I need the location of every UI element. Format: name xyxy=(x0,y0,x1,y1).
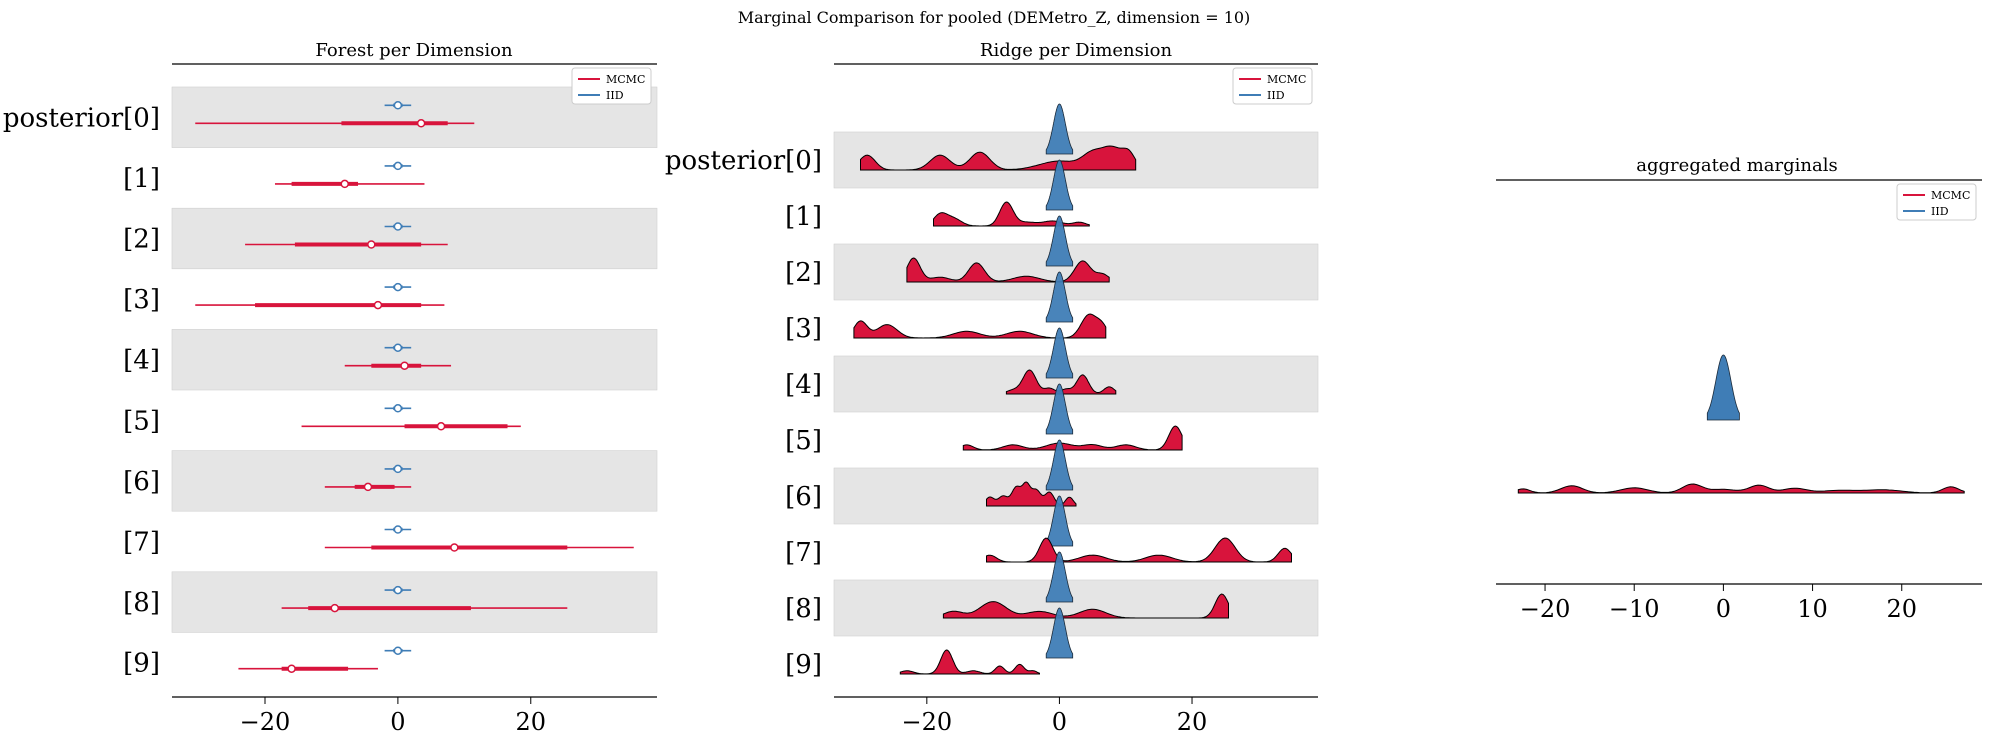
ridge-row-label: [7] xyxy=(785,538,822,568)
ridge-legend-label-iid: IID xyxy=(1267,89,1285,102)
forest-legend-label-iid: IID xyxy=(606,89,624,102)
ridge-row-band xyxy=(833,579,1319,637)
aggregated-x-tick-label: −10 xyxy=(1609,595,1660,623)
mcmc-mean-point xyxy=(450,543,459,552)
aggregated-legend-label-mcmc: MCMC xyxy=(1931,189,1970,202)
iid-ridge-density xyxy=(1045,495,1074,547)
mcmc-ridge-density xyxy=(942,593,1229,619)
iid-mean-point xyxy=(393,404,403,413)
mcmc-aggregated-density xyxy=(1517,483,1965,494)
ridge-row-label: [6] xyxy=(785,482,822,512)
forest-row-label: [4] xyxy=(123,346,160,376)
ridge-x-tick-label: 0 xyxy=(1052,708,1067,736)
mcmc-mean-point xyxy=(330,603,340,613)
mcmc-ridge-density xyxy=(933,201,1090,227)
ridge-row-label: [9] xyxy=(785,650,822,680)
ridge-row-label: [1] xyxy=(785,202,822,232)
ridge-row-label: [3] xyxy=(785,314,822,344)
mcmc-mean-point xyxy=(400,361,409,370)
forest-row-label: [9] xyxy=(123,649,160,679)
mcmc-ridge-density xyxy=(962,425,1183,451)
iid-mean-point xyxy=(393,161,403,171)
figure-suptitle: Marginal Comparison for pooled (DEMetro_… xyxy=(738,8,1251,27)
forest-row-label: [2] xyxy=(123,225,160,255)
iid-mean-point xyxy=(393,282,403,292)
iid-ridge-density xyxy=(1045,327,1074,379)
ridge-title: Ridge per Dimension xyxy=(980,40,1173,61)
mcmc-ridge-density xyxy=(860,145,1137,171)
iid-mean-point xyxy=(393,343,403,352)
aggregated-x-tick-label: −20 xyxy=(1520,595,1571,623)
forest-panel: Forest per Dimension posterior[0] [1] [2] [… xyxy=(3,40,658,736)
mcmc-mean-point xyxy=(416,119,426,128)
aggregated-x-tick-label: 0 xyxy=(1716,595,1731,623)
forest-legend-label-mcmc: MCMC xyxy=(606,73,645,86)
forest-x-tick-label: −20 xyxy=(240,708,291,736)
forest-title: Forest per Dimension xyxy=(315,40,513,61)
forest-row-label: [6] xyxy=(123,467,160,497)
mcmc-mean-point xyxy=(363,482,373,492)
iid-ridge-density xyxy=(1045,439,1074,491)
forest-row-label: [8] xyxy=(123,588,160,618)
mcmc-mean-point xyxy=(367,240,376,249)
forest-row-band xyxy=(171,207,658,270)
iid-ridge-density xyxy=(1045,103,1074,155)
mcmc-ridge-density xyxy=(986,537,1292,563)
aggregated-legend-label-iid: IID xyxy=(1931,205,1949,218)
iid-mean-point xyxy=(393,101,403,110)
forest-row-band xyxy=(171,450,658,512)
aggregated-x-tick-label: 20 xyxy=(1886,595,1917,623)
iid-ridge-density xyxy=(1045,215,1074,267)
forest-row-label: [1] xyxy=(123,164,160,194)
iid-mean-point xyxy=(393,464,403,474)
ridge-x-tick-label: −20 xyxy=(901,708,952,736)
forest-x-tick-label: 20 xyxy=(515,708,546,736)
mcmc-ridge-density xyxy=(899,649,1040,675)
iid-ridge-density xyxy=(1045,159,1074,211)
mcmc-ridge-density xyxy=(906,257,1110,283)
iid-ridge-density xyxy=(1045,271,1074,323)
aggregated-title: aggregated marginals xyxy=(1636,155,1837,176)
iid-ridge-density xyxy=(1045,607,1074,659)
mcmc-mean-point xyxy=(373,300,383,310)
aggregated-x-tick-label: 10 xyxy=(1797,595,1828,623)
iid-mean-point xyxy=(393,222,403,231)
mcmc-ridge-density xyxy=(853,313,1107,339)
ridge-panel: Ridge per Dimension posterior[0] [1] [2] [3… xyxy=(665,40,1319,736)
ridge-row-label: [4] xyxy=(785,370,822,400)
ridge-row-label: [5] xyxy=(785,426,822,456)
forest-row-band xyxy=(171,571,658,633)
ridge-x-tick-label: 20 xyxy=(1177,708,1208,736)
mcmc-mean-point xyxy=(436,422,446,431)
forest-row-band xyxy=(171,329,658,391)
iid-ridge-density xyxy=(1045,383,1074,435)
ridge-legend-label-mcmc: MCMC xyxy=(1267,73,1306,86)
iid-mean-point xyxy=(393,646,403,655)
iid-mean-point xyxy=(393,525,403,534)
ridge-row-label: [2] xyxy=(785,258,822,288)
mcmc-mean-point xyxy=(340,179,349,189)
iid-aggregated-density xyxy=(1706,354,1740,421)
ridge-row-label: posterior[0] xyxy=(665,146,822,176)
aggregated-panel: aggregated marginals −20 −10 0 10 20 MCMC IID xyxy=(1496,155,1982,623)
ridge-row-label: [8] xyxy=(785,594,822,624)
mcmc-mean-point xyxy=(287,664,296,673)
forest-row-label: posterior[0] xyxy=(3,103,160,133)
forest-row-label: [7] xyxy=(123,528,160,558)
forest-x-tick-label: 0 xyxy=(390,708,405,736)
forest-row-label: [5] xyxy=(123,406,160,436)
iid-mean-point xyxy=(393,585,403,595)
iid-ridge-density xyxy=(1045,551,1074,603)
ridge-row-band xyxy=(833,467,1319,525)
forest-row-label: [3] xyxy=(123,285,160,315)
